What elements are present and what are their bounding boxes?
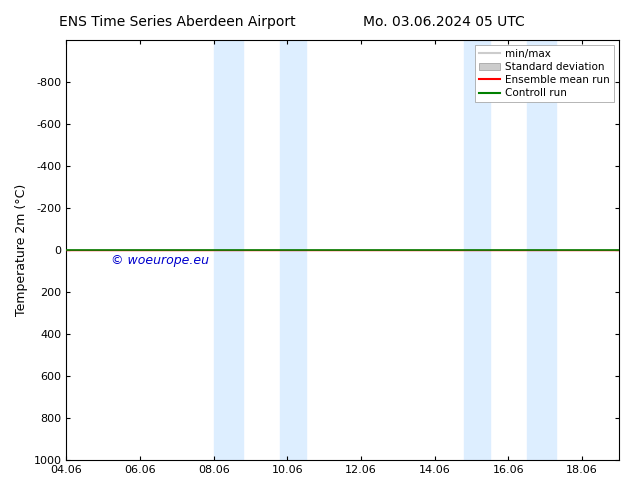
Legend: min/max, Standard deviation, Ensemble mean run, Controll run: min/max, Standard deviation, Ensemble me… bbox=[475, 45, 614, 102]
Text: ENS Time Series Aberdeen Airport: ENS Time Series Aberdeen Airport bbox=[59, 15, 296, 29]
Text: © woeurope.eu: © woeurope.eu bbox=[110, 254, 209, 267]
Text: Mo. 03.06.2024 05 UTC: Mo. 03.06.2024 05 UTC bbox=[363, 15, 525, 29]
Bar bbox=[527, 40, 557, 460]
Bar bbox=[280, 40, 306, 460]
Y-axis label: Temperature 2m (°C): Temperature 2m (°C) bbox=[15, 184, 28, 316]
Bar bbox=[214, 40, 243, 460]
Bar bbox=[464, 40, 490, 460]
